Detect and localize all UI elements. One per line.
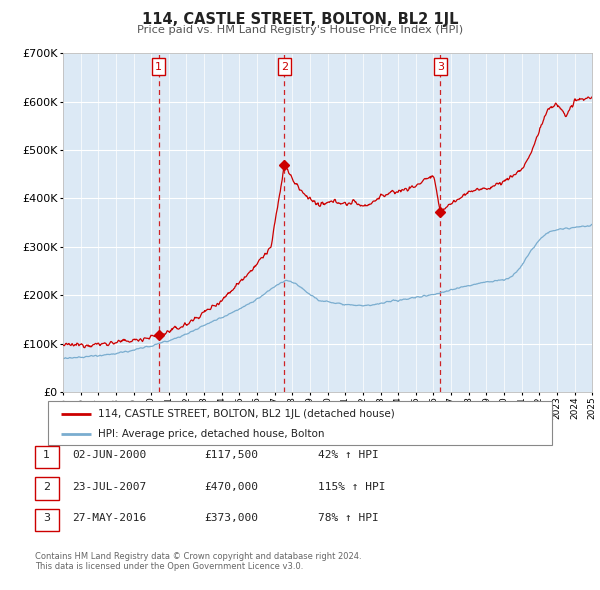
Text: 42% ↑ HPI: 42% ↑ HPI (318, 451, 379, 460)
Text: Price paid vs. HM Land Registry's House Price Index (HPI): Price paid vs. HM Land Registry's House … (137, 25, 463, 35)
Text: £470,000: £470,000 (204, 482, 258, 491)
Text: 2: 2 (281, 61, 288, 71)
Text: 114, CASTLE STREET, BOLTON, BL2 1JL (detached house): 114, CASTLE STREET, BOLTON, BL2 1JL (det… (98, 409, 395, 418)
Text: £117,500: £117,500 (204, 451, 258, 460)
Text: 3: 3 (437, 61, 444, 71)
Text: 23-JUL-2007: 23-JUL-2007 (72, 482, 146, 491)
Text: Contains HM Land Registry data © Crown copyright and database right 2024.
This d: Contains HM Land Registry data © Crown c… (35, 552, 361, 571)
Text: 27-MAY-2016: 27-MAY-2016 (72, 513, 146, 523)
Text: 1: 1 (155, 61, 162, 71)
Text: 115% ↑ HPI: 115% ↑ HPI (318, 482, 386, 491)
Text: 2: 2 (43, 482, 50, 491)
Text: 114, CASTLE STREET, BOLTON, BL2 1JL: 114, CASTLE STREET, BOLTON, BL2 1JL (142, 12, 458, 27)
Text: 02-JUN-2000: 02-JUN-2000 (72, 451, 146, 460)
Text: 3: 3 (43, 513, 50, 523)
Text: 1: 1 (43, 451, 50, 460)
Text: £373,000: £373,000 (204, 513, 258, 523)
Text: 78% ↑ HPI: 78% ↑ HPI (318, 513, 379, 523)
Text: HPI: Average price, detached house, Bolton: HPI: Average price, detached house, Bolt… (98, 428, 325, 438)
